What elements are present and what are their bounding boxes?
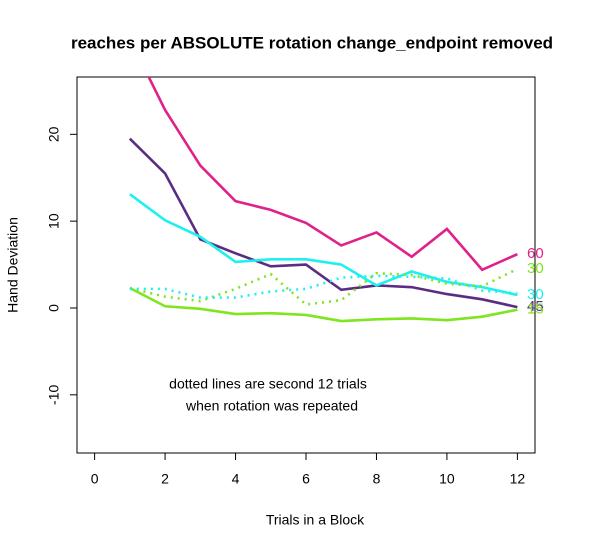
y-tick-label: 10 — [46, 213, 62, 229]
series-label: 30 — [527, 260, 544, 277]
y-axis-label: Hand Deviation — [5, 217, 21, 313]
series-line — [128, 137, 518, 309]
x-tick-label: 10 — [439, 471, 455, 487]
series-label: 30 — [527, 286, 544, 303]
x-tick-label: 4 — [232, 471, 240, 487]
y-tick-label: 20 — [46, 126, 62, 142]
x-tick-label: 8 — [373, 471, 381, 487]
series-line — [147, 77, 518, 272]
chart-title: reaches per ABSOLUTE rotation change_end… — [71, 33, 553, 52]
series-line — [129, 286, 518, 323]
y-tick-label: -10 — [46, 384, 62, 404]
series-line — [129, 267, 518, 306]
x-tick-label: 0 — [91, 471, 99, 487]
x-tick-label: 6 — [302, 471, 310, 487]
annotation: when rotation was repeated — [185, 398, 358, 414]
y-tick-label: 0 — [46, 304, 62, 312]
series-label: 15 — [527, 301, 544, 318]
series-label: 60 — [527, 245, 544, 262]
x-tick-label: 2 — [161, 471, 169, 487]
x-tick-label: 12 — [510, 471, 526, 487]
annotation: dotted lines are second 12 trials — [169, 376, 367, 392]
x-axis-label: Trials in a Block — [266, 512, 365, 528]
series-line — [129, 274, 518, 299]
series-label: 45 — [527, 298, 544, 315]
plot-area — [128, 77, 518, 323]
